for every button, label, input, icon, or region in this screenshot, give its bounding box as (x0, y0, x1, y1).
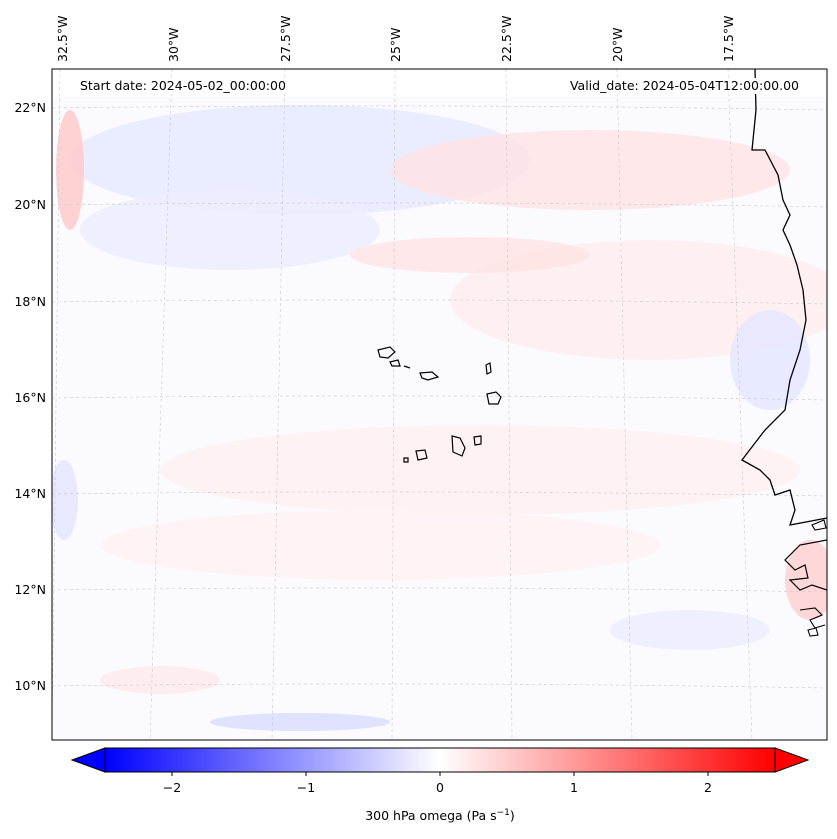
lon-label: 20°W (610, 27, 625, 62)
lon-label: 27.5°W (278, 16, 293, 62)
valid-date-label: Valid_date: 2024-05-04T12:00:00.00 (565, 78, 803, 94)
guinea-coastline (784, 539, 827, 591)
africa-coastline (741, 69, 827, 526)
lon-label: 30°W (166, 27, 181, 62)
lat-axis-labels: 22°N 20°N 18°N 16°N 14°N 12°N 10°N (14, 100, 46, 693)
lat-label: 18°N (14, 294, 46, 309)
start-date-label: Start date: 2024-05-02_00:00:00 (76, 78, 290, 94)
cabo-verde-islands (377, 346, 502, 463)
colorbar-tick: 2 (704, 780, 712, 795)
lon-axis-labels: 32.5°W 30°W 27.5°W 25°W 22.5°W 20°W 17.5… (55, 16, 736, 62)
gridlines (52, 69, 827, 740)
colorbar-label-text: 300 hPa omega (Pa s (365, 808, 497, 824)
lat-label: 20°N (14, 197, 46, 212)
lon-label: 22.5°W (499, 16, 514, 62)
colorbar-tick: −2 (162, 780, 182, 795)
lon-label: 25°W (388, 27, 403, 62)
lat-label: 10°N (14, 678, 46, 693)
lat-label: 22°N (14, 100, 46, 115)
colorbar-label: 300 hPa omega (Pa s−1) (365, 808, 515, 823)
colorbar-label-exponent: −1 (496, 808, 510, 818)
colorbar-tick: −1 (296, 780, 316, 795)
map-frame (51, 68, 828, 741)
colorbar-label-end: ) (509, 808, 515, 824)
lon-label: 17.5°W (721, 16, 736, 62)
lon-label: 32.5°W (55, 16, 70, 62)
lat-label: 14°N (14, 486, 46, 501)
colorbar (70, 747, 810, 776)
colorbar-tick: 0 (436, 780, 444, 795)
colorbar-tick: 1 (570, 780, 578, 795)
omega-field (52, 69, 827, 740)
lat-label: 16°N (14, 390, 46, 405)
lat-label: 12°N (14, 582, 46, 597)
